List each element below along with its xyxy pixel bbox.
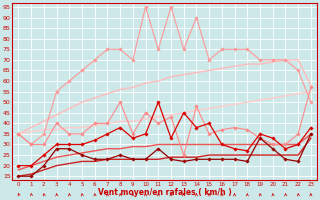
X-axis label: Vent moyen/en rafales ( km/h ): Vent moyen/en rafales ( km/h ): [98, 188, 231, 197]
